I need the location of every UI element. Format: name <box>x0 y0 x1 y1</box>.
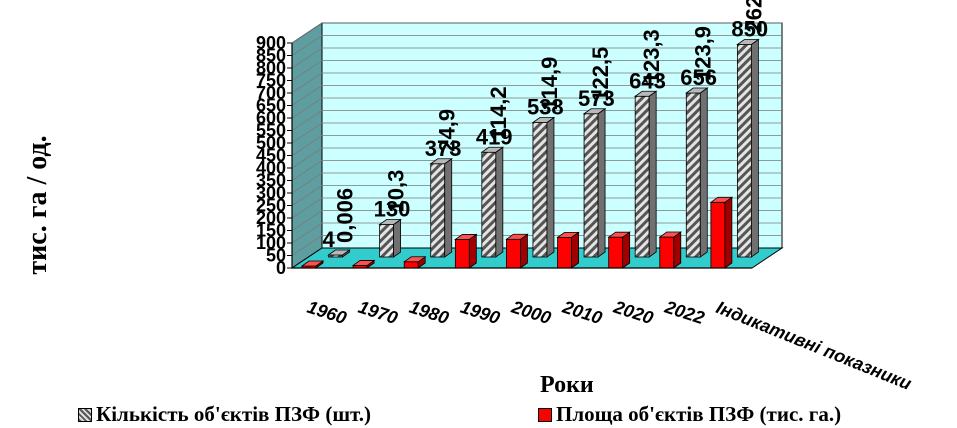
data-label-area: 262,7 <box>741 0 766 33</box>
gridline <box>291 135 782 156</box>
bar-count <box>633 90 658 258</box>
y-tick-label: 550 <box>256 121 286 141</box>
y-tick-label: 600 <box>256 108 286 128</box>
data-label-count: 643 <box>629 68 666 93</box>
x-tick-label: 2000 <box>508 296 553 328</box>
bar-count <box>480 146 505 258</box>
x-tick-label: 1970 <box>356 297 400 328</box>
y-tick-label: 700 <box>256 83 286 103</box>
y-tick-label: 350 <box>256 171 286 191</box>
data-label-area: 114,2 <box>486 86 511 140</box>
y-tick-label: 200 <box>256 208 286 228</box>
bar-area <box>607 231 631 269</box>
gridline <box>291 85 782 106</box>
bar-area <box>351 259 376 269</box>
gridline <box>291 72 782 94</box>
bar-area <box>454 233 478 269</box>
legend-label-count: Кількість об'єктів ПЗФ (шт.) <box>96 402 372 426</box>
bar-count <box>378 218 402 258</box>
y-tick-label: 900 <box>256 33 286 53</box>
data-label-area: 24,9 <box>435 109 460 152</box>
bar-area <box>300 260 325 269</box>
gridline <box>291 35 782 56</box>
y-tick-label: 800 <box>256 58 286 78</box>
gridline <box>291 185 782 206</box>
data-label-area: 10,3 <box>384 170 409 213</box>
y-tick-label: 400 <box>256 158 286 178</box>
data-label-count: 538 <box>527 95 564 120</box>
data-label-area: 114,9 <box>537 57 562 111</box>
y-axis-label: тис. га / од. <box>8 95 68 315</box>
y-tick-label: 100 <box>256 233 286 253</box>
gridline <box>291 22 782 44</box>
gridline <box>291 160 782 181</box>
y-tick-label: 0 <box>276 258 286 278</box>
data-label-count: 419 <box>476 124 513 149</box>
data-label-area: 123,9 <box>690 26 715 81</box>
bar-area <box>709 196 734 269</box>
y-tick-label: 850 <box>256 46 286 66</box>
x-tick-label: 2010 <box>559 296 604 328</box>
x-tick-label: 2020 <box>610 296 655 328</box>
gridline <box>291 122 782 144</box>
bar-count <box>429 157 453 258</box>
data-label-area: 123,3 <box>639 29 664 84</box>
bar-count <box>736 38 760 258</box>
y-tick-label: 50 <box>266 246 286 266</box>
x-tick-label: 1990 <box>458 297 502 328</box>
bar-area <box>402 255 427 269</box>
data-label-count: 373 <box>425 136 462 161</box>
y-axis-label-text: тис. га / од. <box>22 135 53 275</box>
legend-label-area: Площа об'єктів ПЗФ (тис. га.) <box>556 402 842 426</box>
gridline <box>291 147 782 169</box>
gridline <box>291 97 782 119</box>
bar-count <box>582 107 607 258</box>
data-label-count: 573 <box>578 86 615 111</box>
y-tick-label: 500 <box>256 133 286 153</box>
y-tick-label: 250 <box>256 196 286 216</box>
y-tick-label: 300 <box>256 183 286 203</box>
x-tick-label: 1980 <box>407 297 451 328</box>
legend-swatch-area <box>538 407 552 422</box>
x-tick-label: 1960 <box>305 297 349 328</box>
x-tick-label: Індикативні показники <box>713 297 914 394</box>
legend-swatch-count <box>78 407 92 422</box>
data-label-count: 130 <box>374 197 411 222</box>
gridline <box>291 210 782 231</box>
gridline <box>291 197 782 219</box>
y-tick-label: 150 <box>256 221 286 241</box>
data-label-area: 122,5 <box>588 47 613 102</box>
data-label-area: 0,006 <box>333 188 358 243</box>
bar-area <box>658 231 683 269</box>
gridline <box>291 110 782 131</box>
bar-area <box>556 231 580 269</box>
data-label-count: 4 <box>323 227 336 252</box>
bar-area <box>505 233 529 269</box>
legend-item-area: Площа об'єктів ПЗФ (тис. га.) <box>538 402 841 427</box>
x-axis-label: Роки <box>540 372 594 398</box>
y-tick-label: 450 <box>256 146 286 166</box>
data-label-count: 656 <box>680 65 717 90</box>
gridline <box>291 60 782 81</box>
x-tick-label: 2022 <box>662 296 707 328</box>
gridline <box>291 172 782 194</box>
bar-count <box>685 87 709 258</box>
legend-item-count: Кількість об'єктів ПЗФ (шт.) <box>78 402 371 427</box>
data-label-count: 850 <box>731 17 768 42</box>
bar-count <box>531 116 556 258</box>
gridline <box>291 222 782 244</box>
y-tick-label: 650 <box>256 96 286 116</box>
gridline <box>291 47 782 69</box>
bar-count <box>327 249 351 258</box>
y-tick-label: 750 <box>256 71 286 91</box>
